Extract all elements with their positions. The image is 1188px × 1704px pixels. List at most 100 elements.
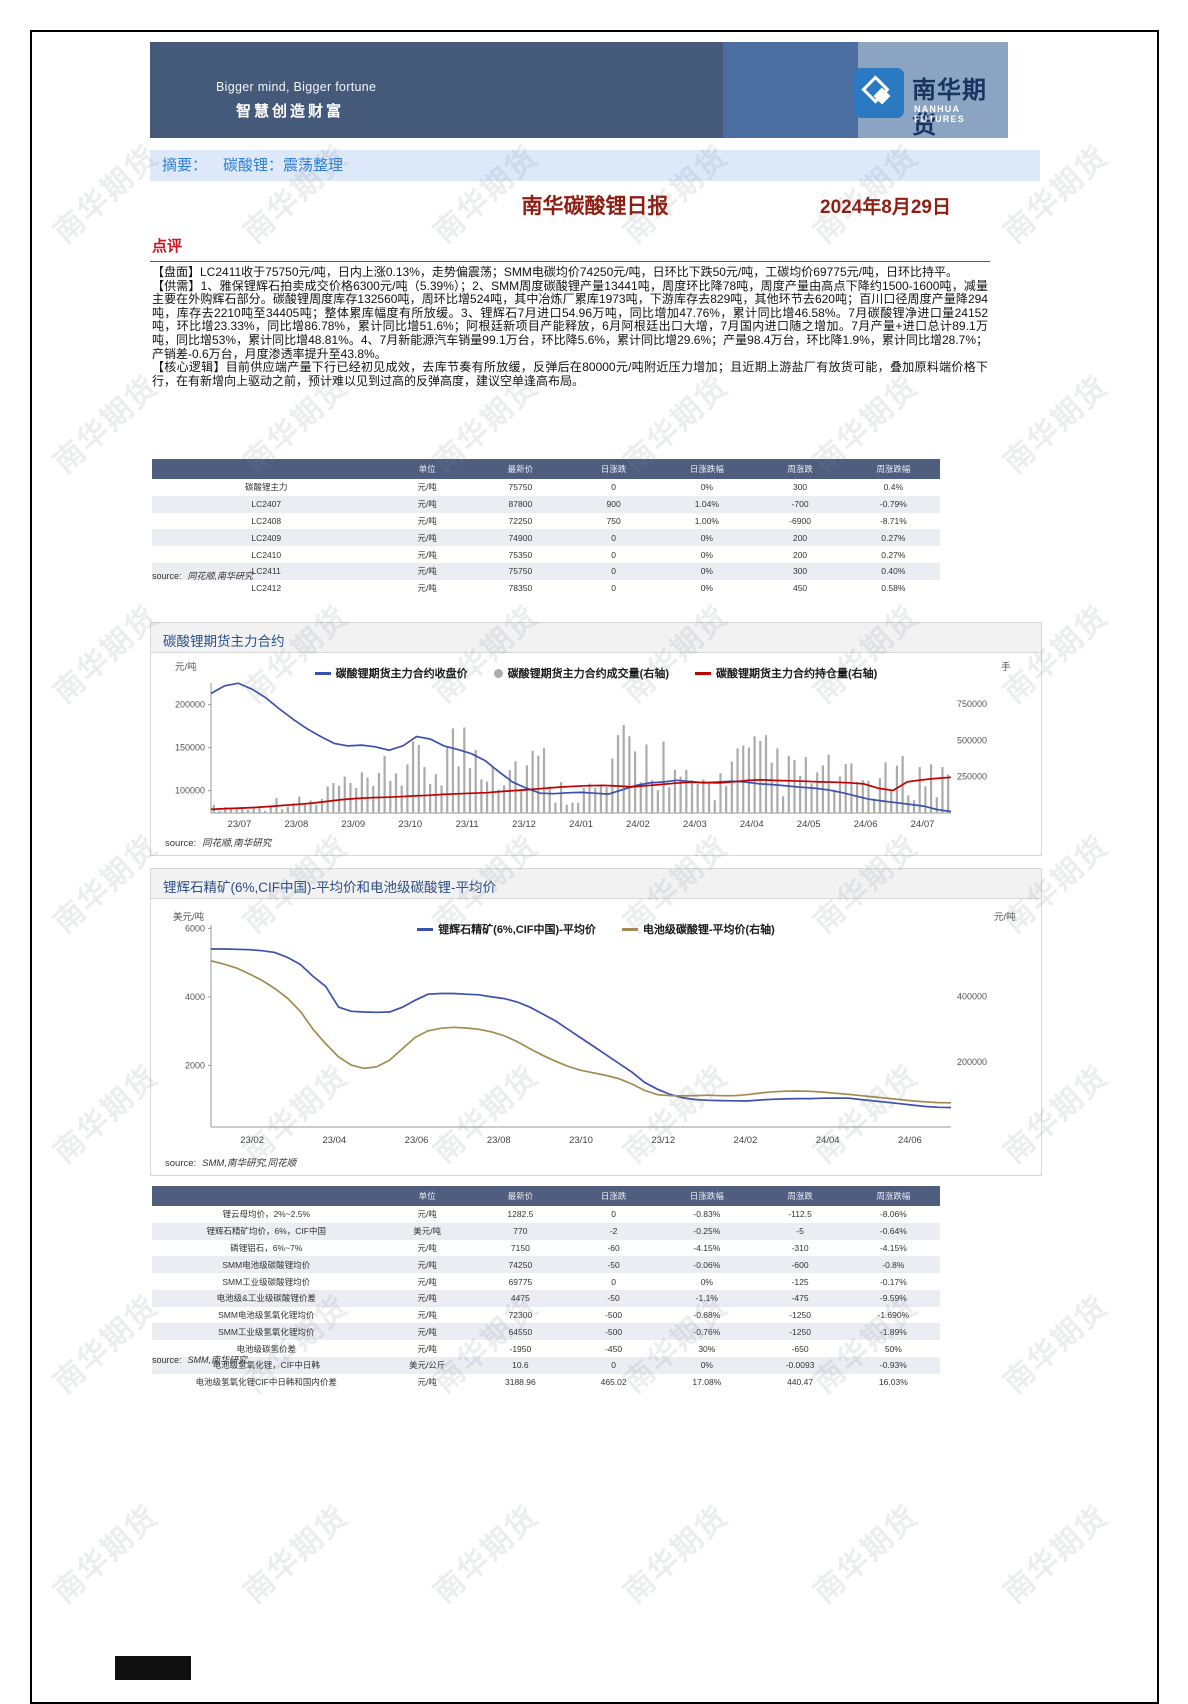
table-cell: 50% [846, 1340, 940, 1358]
table-cell: 元/吨 [380, 1206, 474, 1223]
table-cell: -0.25% [660, 1222, 754, 1240]
table-cell: -600 [753, 1256, 847, 1274]
x-axis-label: 24/06 [897, 1135, 922, 1146]
table-cell: -50 [566, 1256, 661, 1274]
table-cell: 磷锂铝石，6%~7% [152, 1239, 381, 1257]
table-cell: 75750 [473, 479, 567, 496]
table-cell: 美元/公斤 [380, 1357, 474, 1374]
tagline-chinese: 智慧创造财富 [236, 103, 345, 120]
table-row: 电池级&工业级碳酸锂价差 元/吨 4475 -50 -1.1% -475 -9.59% [152, 1289, 940, 1307]
source-label: source: [152, 1355, 182, 1365]
svg-text:6000: 6000 [185, 923, 205, 933]
watermark-text: 南华期货 [997, 369, 1115, 480]
svg-text:150000: 150000 [175, 743, 205, 753]
x-axis-label: 23/07 [227, 819, 252, 830]
table-cell: 10.6 [473, 1357, 567, 1374]
table-cell: SMM电池级氢氧化锂均价 [152, 1306, 381, 1324]
x-axis-label: 24/02 [733, 1135, 758, 1146]
spot-chart-panel: 锂辉石精矿(6%,CIF中国)-平均价和电池级碳酸锂-平均价 美元/吨 元/吨 … [150, 868, 1042, 1176]
table-cell: -0.8% [846, 1256, 940, 1274]
commentary-paragraph-market: 【盘面】LC2411收于75750元/吨，日内上涨0.13%，走势偏震荡；SMM… [152, 265, 958, 279]
futures-chart-title: 碳酸锂期货主力合约 [151, 623, 1041, 653]
watermark-text: 南华期货 [617, 1499, 735, 1610]
table-cell: 440.47 [753, 1373, 847, 1391]
table-row: SMM电池级碳酸锂均价 元/吨 74250 -50 -0.06% -600 -0.8% [152, 1256, 940, 1274]
svg-text:200000: 200000 [957, 1057, 987, 1067]
column-header [152, 459, 381, 479]
table-row: SMM工业级氢氧化锂均价 元/吨 64550 -500 -0.76% -1250 -1.89… [152, 1323, 940, 1341]
legend-label: 碳酸锂期货主力合约收盘价 [335, 668, 468, 680]
table-cell: -475 [753, 1289, 847, 1307]
futures-chart-source: source: 同花顺,南华研究 [165, 835, 271, 849]
x-axis-label: 23/10 [569, 1135, 593, 1146]
column-header: 周涨跌幅 [846, 1186, 940, 1206]
table-cell: 元/吨 [380, 512, 474, 530]
column-header: 周涨跌 [753, 459, 847, 479]
x-axis-label: 23/08 [284, 819, 309, 830]
table-cell: 0% [660, 1273, 754, 1290]
table-cell: 72250 [473, 512, 567, 530]
left-axis-unit: 美元/吨 [173, 912, 205, 923]
table-cell: -1.690% [846, 1306, 940, 1324]
spot-chart: 2000 4000 6000 200000 400000 [185, 923, 987, 1128]
x-axis-label: 23/12 [512, 819, 536, 830]
table-cell: 元/吨 [380, 1273, 474, 1290]
legend-dot-icon [493, 668, 503, 678]
table-cell: 锂云母均价，2%~2.5% [152, 1206, 381, 1223]
table-row: 锂辉石精矿均价，6%，CIF中国 美元/吨 770 -2 -0.25% -5 -0.64% [152, 1222, 940, 1240]
x-axis-label: 23/11 [455, 819, 479, 830]
source-label: source: [152, 571, 182, 581]
left-axis-unit: 元/吨 [175, 662, 197, 673]
table-cell: 0.27% [846, 546, 940, 563]
watermark-text: 南华期货 [237, 1499, 355, 1610]
table-cell: 7150 [473, 1239, 567, 1257]
table-cell: 69775 [473, 1273, 567, 1290]
legend-label: 锂辉石精矿(6%,CIF中国)-平均价 [438, 924, 596, 936]
table-cell: -9.59% [846, 1289, 940, 1307]
table-cell: LC2410 [152, 546, 381, 563]
table-cell: 1.00% [660, 512, 754, 530]
legend-line-icon [314, 671, 331, 675]
futures-chart-legend: 碳酸锂期货主力合约收盘价 碳酸锂期货主力合约成交量(右轴) 碳酸锂期货主力合约持仓量… [151, 665, 1041, 681]
futures-chart-panel: 碳酸锂期货主力合约 元/吨 手 碳酸锂期货主力合约收盘价 碳酸锂期货主力合约成交量… [150, 622, 1042, 856]
table-cell: LC2411 [152, 562, 381, 580]
table-cell: 0.4% [846, 479, 940, 496]
x-axis-label: 23/04 [322, 1135, 347, 1146]
x-axis-label: 24/04 [815, 1135, 840, 1146]
table-cell: 1.04% [660, 495, 754, 513]
table-cell: -112.5 [753, 1206, 847, 1223]
summary-text: 碳酸锂：震荡整理 [223, 157, 344, 174]
svg-text:2000: 2000 [185, 1060, 205, 1070]
table-cell: -500 [566, 1323, 661, 1341]
table-cell: -0.76% [660, 1323, 754, 1341]
table-cell: 元/吨 [380, 479, 474, 496]
table-cell: 元/吨 [380, 1373, 474, 1391]
table-row: LC2407 元/吨 87800 900 1.04% -700 -0.79% [152, 495, 940, 513]
source-value: 同花顺,南华研究 [187, 571, 254, 581]
table-row: LC2410 元/吨 75350 0 0% 200 0.27% [152, 546, 940, 563]
watermark-text: 南华期货 [427, 1499, 545, 1610]
table-cell: 0% [660, 562, 754, 580]
table-cell: 0% [660, 546, 754, 563]
table-cell: SMM工业级氢氧化锂均价 [152, 1323, 381, 1341]
logo-text-en: NANHUA FUTURES [914, 104, 965, 124]
futures-price-table: 单位 最新价 日涨跌 日涨跌幅 周涨跌 周涨跌幅 碳酸锂主力 元/吨 75750 0 0% 300 0.… [152, 459, 940, 597]
column-header: 日涨跌幅 [660, 459, 754, 479]
table-cell: LC2408 [152, 512, 381, 530]
table-cell: 30% [660, 1340, 754, 1358]
logo-text-cn: 南华期货 [912, 77, 987, 139]
table-cell: 64550 [473, 1323, 567, 1341]
table-cell: 0% [660, 529, 754, 547]
source-label: source: [165, 838, 197, 849]
x-axis-label: 23/10 [398, 819, 423, 830]
commentary-divider [150, 261, 990, 262]
table-cell: 元/吨 [380, 1289, 474, 1307]
futures-table-source: source: 同花顺,南华研究 [152, 569, 253, 582]
table-cell: -0.83% [660, 1206, 754, 1223]
table-cell: 元/吨 [380, 529, 474, 547]
table-row: LC2408 元/吨 72250 750 1.00% -6900 -8.71% [152, 512, 940, 530]
table-cell: -0.17% [846, 1273, 940, 1290]
table-cell: -0.64% [846, 1222, 940, 1240]
table-cell: 75750 [473, 562, 567, 580]
table-cell: 碳酸锂主力 [152, 479, 381, 496]
